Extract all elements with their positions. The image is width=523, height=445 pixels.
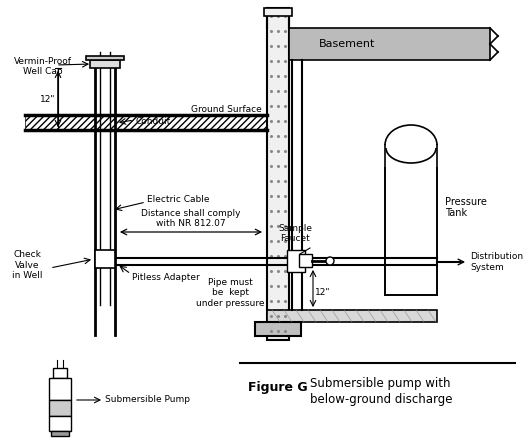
Ellipse shape [385,125,437,165]
Bar [299,254,312,267]
Bar [86,56,124,60]
Bar [264,8,292,16]
Bar [267,8,289,340]
Bar [385,145,437,295]
Bar [49,416,71,431]
Text: Electric Cable: Electric Cable [147,195,210,205]
Bar [384,145,438,167]
Bar [95,250,115,268]
Text: Pressure
Tank: Pressure Tank [445,197,487,218]
Bar [267,310,437,322]
Text: Conduit: Conduit [135,117,170,126]
Bar [287,250,305,272]
Bar [25,115,267,130]
Text: Pitless Adapter: Pitless Adapter [132,272,200,282]
Text: Vermin-Proof
Well Cap: Vermin-Proof Well Cap [14,57,72,77]
Text: Check
Valve
in Well: Check Valve in Well [12,250,42,280]
Circle shape [326,257,334,265]
Bar [49,400,71,416]
Text: Basement: Basement [319,39,376,49]
Text: Submersible Pump: Submersible Pump [105,396,190,405]
Bar [255,322,301,336]
Bar [90,60,120,68]
Text: Ground Surface: Ground Surface [191,105,262,114]
Text: Figure G: Figure G [248,381,308,395]
Text: 12": 12" [40,94,55,104]
Text: Sample
Faucet: Sample Faucet [278,223,312,243]
Bar [49,378,71,400]
Text: 12": 12" [315,288,331,297]
Bar [289,28,490,60]
Text: below-ground discharge: below-ground discharge [310,393,452,406]
Bar [53,368,67,378]
Text: Pipe must
be  kept
under pressure: Pipe must be kept under pressure [196,278,264,308]
Bar [51,431,69,436]
Text: Submersible pump with: Submersible pump with [310,376,450,389]
Text: Distribution
System: Distribution System [470,252,523,272]
Text: Distance shall comply
with NR 812.07: Distance shall comply with NR 812.07 [141,209,241,228]
